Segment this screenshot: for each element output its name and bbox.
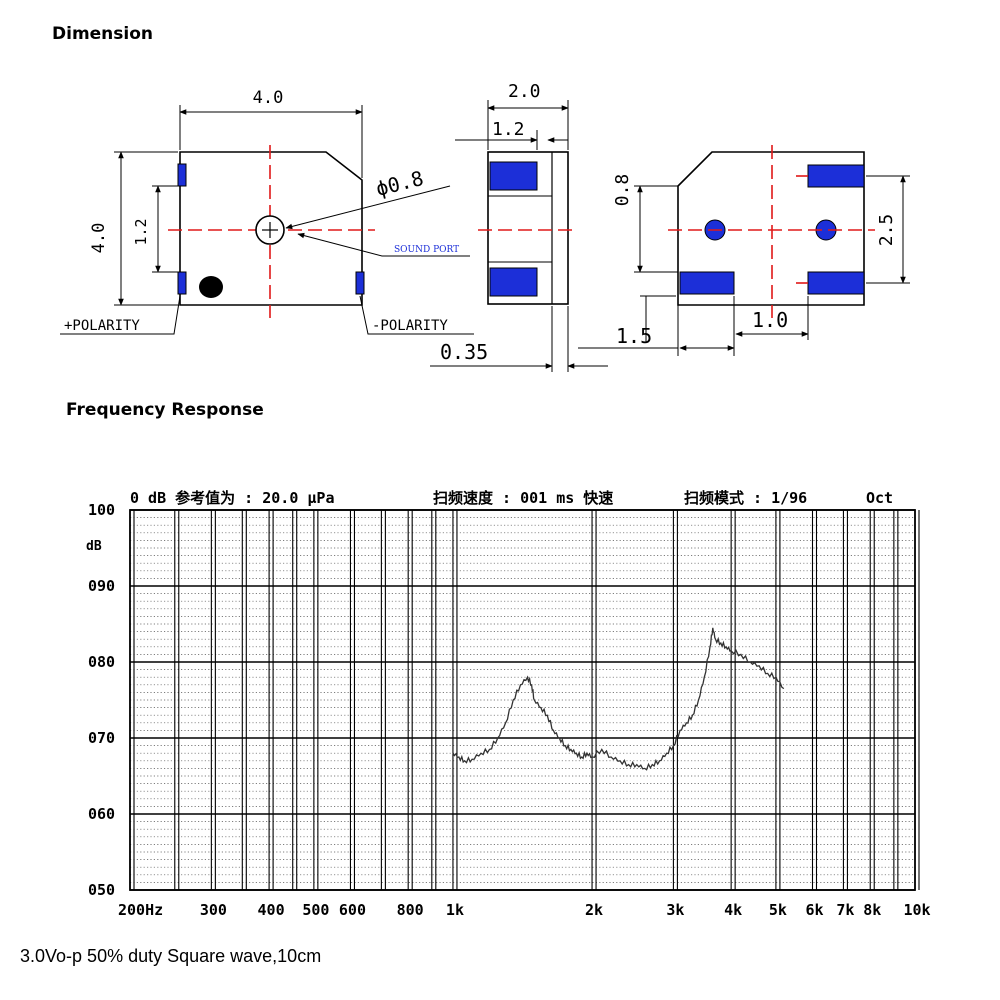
y-tick-label: 100 xyxy=(88,501,115,519)
frequency-response-title: Frequency Response xyxy=(66,400,264,420)
bottom-hole-offset-label: 0.8 xyxy=(612,174,633,207)
x-tick-label: 400 xyxy=(258,901,285,919)
x-tick-label: 10k xyxy=(903,901,930,919)
x-tick-label: 8k xyxy=(863,901,881,919)
x-tick-label: 5k xyxy=(769,901,787,919)
minus-polarity-label: -POLARITY xyxy=(372,318,448,334)
top-right-pad-lower xyxy=(355,271,365,295)
y-tick-label: 060 xyxy=(88,805,115,823)
y-tick-label: 080 xyxy=(88,653,115,671)
chart-header-sweep-mode: 扫频模式 : 1/96 xyxy=(684,489,807,507)
side-pad-lower xyxy=(489,267,538,297)
side-pad-upper xyxy=(489,161,538,191)
x-tick-labels: 200Hz 300 400 500 600 800 1k 2k 3k 4k 5k 6k 7k 8k 10k xyxy=(118,901,931,919)
bottom-pad-spacing-label: 1.0 xyxy=(752,308,788,332)
y-tick-labels: 100 090 080 070 060 050 xyxy=(88,501,115,899)
side-view-body xyxy=(487,151,569,305)
bottom-pad-pitch-label: 2.5 xyxy=(876,214,897,247)
frequency-response-curve xyxy=(452,627,785,771)
side-pad-thickness-label: 0.35 xyxy=(440,340,488,364)
test-condition-caption: 3.0Vo-p 50% duty Square wave,10cm xyxy=(20,946,322,966)
bottom-view-body xyxy=(677,151,865,306)
top-view: 4.0 4.0 1.2 ϕ0.8 SOUND PORT +POLARITY -P… xyxy=(60,88,474,335)
top-pad-gap-label: 1.2 xyxy=(132,218,150,245)
x-tick-label: 2k xyxy=(585,901,603,919)
x-tick-label: 500 xyxy=(302,901,329,919)
bottom-pad-width-label: 1.5 xyxy=(616,324,652,348)
bottom-view: 0.8 2.5 1.5 1.0 xyxy=(578,145,910,356)
x-tick-label: 1k xyxy=(446,901,464,919)
dimension-title: Dimension xyxy=(52,24,154,44)
x-tick-label: 600 xyxy=(339,901,366,919)
chart-header-oct: Oct xyxy=(866,489,893,507)
top-height-label: 4.0 xyxy=(89,223,109,254)
polarity-mark-dot xyxy=(199,276,223,298)
y-tick-label: 070 xyxy=(88,729,115,747)
sound-port-label: SOUND PORT xyxy=(394,245,459,255)
x-tick-label: 7k xyxy=(836,901,854,919)
chart-header-sweep-speed: 扫频速度 : 001 ms 快速 xyxy=(433,489,613,507)
x-tick-label: 4k xyxy=(724,901,742,919)
side-view: 2.0 1.2 0.35 xyxy=(430,81,608,372)
top-width-label: 4.0 xyxy=(253,88,284,108)
x-tick-label: 200Hz xyxy=(118,901,163,919)
plus-polarity-label: +POLARITY xyxy=(64,318,140,334)
side-height-label: 2.0 xyxy=(508,81,541,102)
x-tick-label: 800 xyxy=(397,901,424,919)
top-left-pad-upper xyxy=(177,163,187,187)
side-pad-height-label: 1.2 xyxy=(492,119,525,140)
chart-fine-grid xyxy=(130,517,915,883)
x-tick-label: 300 xyxy=(200,901,227,919)
bottom-pad-bottom-left xyxy=(679,271,735,295)
chart-plot-frame xyxy=(129,509,916,891)
x-tick-label: 3k xyxy=(666,901,684,919)
dimension-drawing: 4.0 4.0 1.2 ϕ0.8 SOUND PORT +POLARITY -P… xyxy=(60,81,910,372)
y-axis-unit-label: dB xyxy=(86,539,102,554)
chart-header-ref: 0 dB 参考值为 : 20.0 μPa xyxy=(130,489,335,507)
y-tick-label: 050 xyxy=(88,881,115,899)
y-tick-label: 090 xyxy=(88,577,115,595)
top-left-pad-lower xyxy=(177,271,187,295)
x-tick-label: 6k xyxy=(805,901,823,919)
